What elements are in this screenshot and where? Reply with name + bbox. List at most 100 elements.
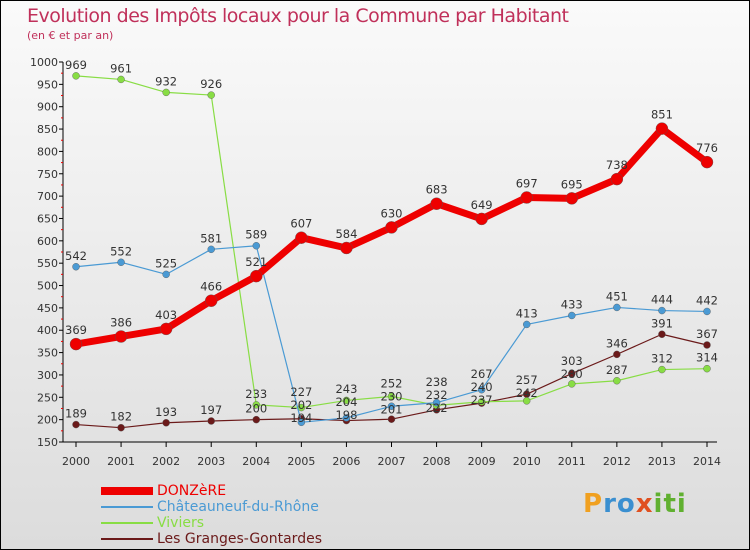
data-label: 451 <box>606 289 628 303</box>
legend-item: Les Granges-Gontardes <box>101 531 322 547</box>
data-label: 542 <box>65 249 87 263</box>
data-point <box>114 330 128 343</box>
data-label: 238 <box>426 375 448 389</box>
data-label: 391 <box>651 316 673 330</box>
data-point <box>613 350 621 359</box>
data-label: 200 <box>245 402 267 416</box>
data-point <box>69 337 83 351</box>
data-point <box>658 306 666 315</box>
x-tick-label: 2007 <box>378 455 406 468</box>
y-tick-label: 450 <box>37 302 58 315</box>
data-label: 257 <box>516 373 538 387</box>
data-label: 521 <box>245 255 267 269</box>
legend: DONZèRE Châteauneuf-du-Rhône Viviers Les Gr… <box>101 483 322 547</box>
legend-swatch <box>101 506 153 508</box>
data-point <box>568 369 576 378</box>
data-point <box>72 72 80 80</box>
data-point <box>252 242 260 250</box>
y-tick-label: 850 <box>37 123 58 136</box>
x-tick-label: 2008 <box>423 455 451 468</box>
data-label: 198 <box>335 408 357 422</box>
data-label: 240 <box>471 380 493 394</box>
y-tick-label: 750 <box>37 168 58 181</box>
data-point <box>613 377 621 385</box>
data-point <box>250 269 263 283</box>
y-tick-label: 150 <box>37 436 58 449</box>
data-label: 193 <box>155 405 177 419</box>
y-tick-label: 800 <box>37 145 58 158</box>
data-label: 403 <box>155 308 177 322</box>
data-label: 233 <box>245 387 267 401</box>
data-label: 237 <box>471 393 493 407</box>
y-tick-label: 200 <box>37 414 58 427</box>
data-label: 969 <box>65 58 87 72</box>
data-point <box>568 380 576 388</box>
data-point <box>295 231 308 244</box>
data-point <box>342 396 351 405</box>
y-tick-label: 350 <box>37 347 58 360</box>
data-point <box>477 385 486 394</box>
y-tick-label: 550 <box>37 257 58 270</box>
data-point <box>205 294 218 307</box>
data-point <box>613 303 621 312</box>
data-label: 932 <box>155 74 177 88</box>
data-point <box>703 307 711 316</box>
data-point <box>162 419 170 427</box>
x-tick-label: 2011 <box>558 455 586 468</box>
data-label: 413 <box>516 306 538 320</box>
chart-subtitle: (en € et par an) <box>27 29 114 42</box>
data-point <box>568 311 576 320</box>
data-label: 230 <box>381 389 403 403</box>
data-label: 525 <box>155 256 177 270</box>
data-point <box>700 155 714 169</box>
data-point <box>117 258 125 266</box>
data-label: 649 <box>471 198 493 212</box>
legend-label: Châteauneuf-du-Rhône <box>157 499 319 515</box>
data-label: 267 <box>471 367 493 381</box>
x-tick-label: 2009 <box>468 455 496 468</box>
data-point <box>159 322 173 336</box>
data-point <box>523 320 531 329</box>
x-tick-label: 2006 <box>332 455 360 468</box>
y-tick-label: 700 <box>37 190 58 203</box>
data-label: 607 <box>290 217 312 231</box>
y-tick-label: 500 <box>37 280 58 293</box>
data-point <box>703 341 711 349</box>
data-point <box>297 418 306 427</box>
x-tick-label: 2012 <box>603 455 631 468</box>
legend-swatch <box>101 487 153 495</box>
data-label: 367 <box>696 327 718 341</box>
x-tick-label: 2002 <box>152 455 180 468</box>
series-line <box>75 75 708 409</box>
data-point <box>477 398 486 406</box>
data-point <box>385 221 398 234</box>
x-tick-label: 2010 <box>513 455 541 468</box>
y-tick-label: 300 <box>37 369 58 382</box>
legend-label: Viviers <box>157 515 204 531</box>
data-label: 851 <box>651 108 673 122</box>
data-label: 581 <box>200 231 222 245</box>
data-label: 683 <box>426 183 448 197</box>
data-label: 444 <box>651 293 673 307</box>
data-point <box>342 414 351 422</box>
data-point <box>252 401 260 409</box>
y-tick-label: 400 <box>37 324 58 337</box>
data-point <box>432 398 441 407</box>
legend-swatch <box>101 522 153 524</box>
data-point <box>658 365 666 374</box>
y-tick-label: 1000 <box>30 56 58 69</box>
data-point <box>340 241 353 255</box>
y-tick-label: 650 <box>37 212 58 225</box>
data-point <box>565 192 578 205</box>
chart-title: Evolution des Impôts locaux pour la Comm… <box>27 5 569 27</box>
data-point <box>387 392 396 401</box>
legend-label: DONZèRE <box>157 483 227 499</box>
data-label: 630 <box>381 206 403 220</box>
data-label: 776 <box>696 141 718 155</box>
x-tick-label: 2003 <box>197 455 225 468</box>
y-tick-label: 950 <box>37 78 58 91</box>
data-label: 227 <box>290 385 312 399</box>
data-point <box>207 417 215 425</box>
